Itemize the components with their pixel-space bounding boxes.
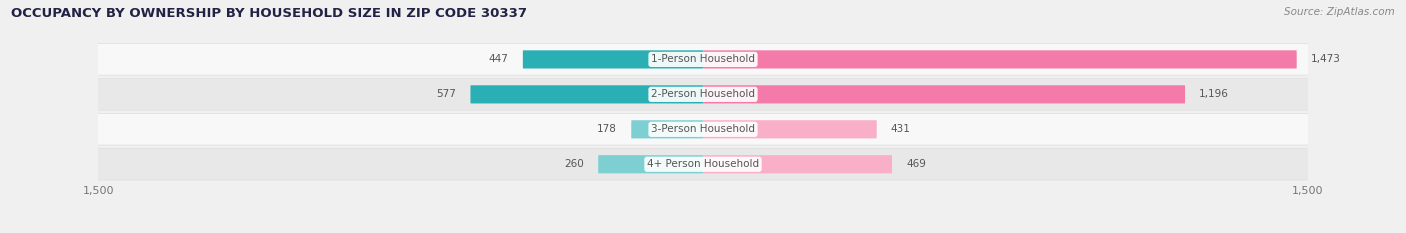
Text: 4+ Person Household: 4+ Person Household — [647, 159, 759, 169]
FancyBboxPatch shape — [86, 78, 1320, 110]
Text: OCCUPANCY BY OWNERSHIP BY HOUSEHOLD SIZE IN ZIP CODE 30337: OCCUPANCY BY OWNERSHIP BY HOUSEHOLD SIZE… — [11, 7, 527, 20]
Text: 260: 260 — [564, 159, 583, 169]
Text: 431: 431 — [891, 124, 911, 134]
FancyBboxPatch shape — [89, 149, 1317, 180]
FancyBboxPatch shape — [86, 148, 1320, 180]
Text: Source: ZipAtlas.com: Source: ZipAtlas.com — [1284, 7, 1395, 17]
Text: 1-Person Household: 1-Person Household — [651, 55, 755, 64]
FancyBboxPatch shape — [631, 120, 703, 138]
FancyBboxPatch shape — [523, 50, 703, 69]
FancyBboxPatch shape — [89, 114, 1317, 145]
FancyBboxPatch shape — [703, 120, 877, 138]
Text: 447: 447 — [489, 55, 509, 64]
FancyBboxPatch shape — [703, 85, 1185, 103]
FancyBboxPatch shape — [89, 79, 1317, 110]
FancyBboxPatch shape — [703, 50, 1296, 69]
FancyBboxPatch shape — [598, 155, 703, 173]
FancyBboxPatch shape — [86, 43, 1320, 75]
Text: 469: 469 — [905, 159, 927, 169]
FancyBboxPatch shape — [703, 155, 891, 173]
Text: 1,473: 1,473 — [1310, 55, 1341, 64]
FancyBboxPatch shape — [471, 85, 703, 103]
Text: 2-Person Household: 2-Person Household — [651, 89, 755, 99]
Text: 178: 178 — [598, 124, 617, 134]
Text: 3-Person Household: 3-Person Household — [651, 124, 755, 134]
Text: 1,196: 1,196 — [1199, 89, 1229, 99]
FancyBboxPatch shape — [89, 44, 1317, 75]
Text: 577: 577 — [436, 89, 457, 99]
FancyBboxPatch shape — [86, 113, 1320, 145]
